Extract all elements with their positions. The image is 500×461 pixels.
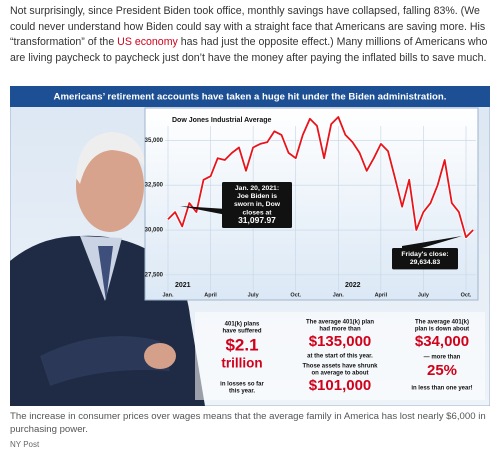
infographic-title: Americans’ retirement accounts have take… [54,92,447,103]
infographic: Americans’ retirement accounts have take… [10,86,490,406]
annotation-text: Jan. 20, 2021: [235,185,279,192]
stat-text: The average 401(k) plan [306,320,374,326]
stat-figure: $101,000 [309,377,372,394]
caption: The increase in consumer prices over wag… [10,411,486,435]
stat-figure: 25% [427,362,457,379]
stat-text: had more than [319,327,361,333]
x-tick-label: Jan. [162,292,173,298]
stat-figure: $34,000 [415,333,469,350]
x-tick-label: Jan. [333,292,344,298]
annotation-text: closes at [242,209,272,216]
x-tick-label: April [204,292,217,298]
x-tick-label: Oct. [290,292,301,298]
year-label: 2022 [345,282,361,289]
chart-title: Dow Jones Industrial Average [172,117,272,124]
stat-text: — more than [424,355,461,361]
stat-text: 401(k) plans [225,322,260,328]
y-tick-label: 35,000 [145,138,164,144]
annotation-text: Friday's close: [401,251,448,258]
annotation-text: 31,097.97 [238,215,276,225]
x-tick-label: July [248,292,260,298]
annotation-text: 29,634.83 [410,259,440,266]
y-tick-label: 32,500 [145,183,164,189]
stat-text: The average 401(k) [415,320,469,326]
stat-text: on average to about [311,371,368,377]
stat-text: this year. [229,389,255,395]
y-tick-label: 27,500 [145,272,164,278]
text: Not surprisingly, since President Biden … [10,5,486,49]
stat-figure: trillion [221,356,262,371]
stat-text: at the start of this year. [307,354,373,360]
annotation-box [392,248,458,270]
annotation-text: Joe Biden is [237,193,277,200]
stat-text: in less than one year! [411,386,472,392]
x-tick-label: April [375,292,388,298]
annotation-box [222,182,292,228]
stats-panel [195,312,485,400]
x-tick-label: Oct. [461,292,472,298]
y-tick-label: 30,000 [145,228,164,234]
banner [10,86,490,107]
year-label: 2021 [175,282,191,289]
stat-figure: $135,000 [309,333,372,350]
stat-text: in losses so far [220,382,264,388]
stat-text: have suffered [222,329,261,335]
credit: NY Post [10,440,40,449]
annotation-text: sworn in, Dow [234,201,281,208]
link[interactable]: US economy [117,36,178,49]
x-tick-label: July [418,292,430,298]
data-line [167,116,474,239]
article-paragraph: Not surprisingly, since President Biden … [10,4,492,66]
stat-figure: $2.1 [225,335,258,354]
text: has had just the opposite effect.) Many … [10,36,488,64]
stat-text: Those assets have shrunk [302,364,378,370]
stat-text: plan is down about [415,327,469,333]
